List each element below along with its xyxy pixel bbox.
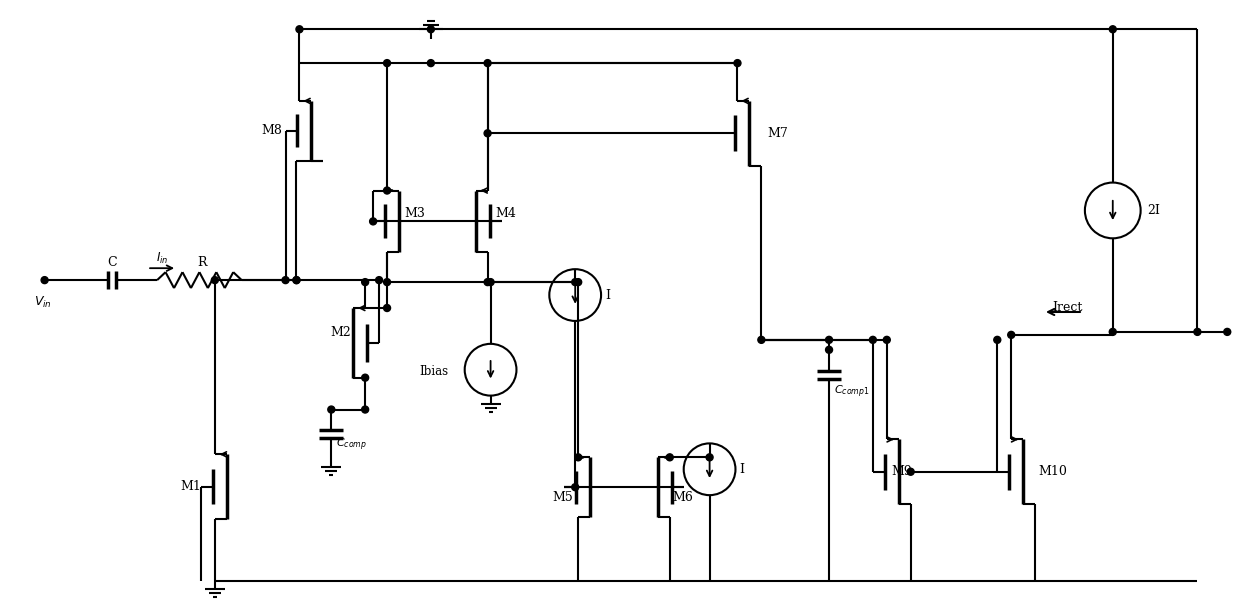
Text: 2I: 2I xyxy=(1147,204,1161,217)
Circle shape xyxy=(1007,331,1015,338)
Circle shape xyxy=(375,277,383,283)
Circle shape xyxy=(384,304,390,312)
Circle shape xyxy=(733,60,741,67)
Circle shape xyxy=(296,26,302,33)
Text: M7: M7 xyxy=(767,127,788,140)
Circle shape xyxy=(292,277,300,283)
Circle shape xyxy=(870,336,876,343)
Text: I: I xyxy=(605,288,610,302)
Circle shape xyxy=(667,454,673,461)
Text: M9: M9 xyxy=(892,465,912,478)
Circle shape xyxy=(758,336,764,343)
Circle shape xyxy=(212,277,218,283)
Text: Ibias: Ibias xyxy=(420,365,449,378)
Text: $C_{comp}$: $C_{comp}$ xyxy=(336,436,367,453)
Text: M8: M8 xyxy=(261,124,282,137)
Text: $I_{in}$: $I_{in}$ xyxy=(156,251,169,265)
Circle shape xyxy=(1109,328,1116,335)
Circle shape xyxy=(328,406,335,413)
Circle shape xyxy=(825,346,833,354)
Circle shape xyxy=(282,277,289,283)
Circle shape xyxy=(484,278,491,286)
Circle shape xyxy=(706,454,714,461)
Circle shape xyxy=(384,278,390,286)
Circle shape xyxy=(484,130,491,137)
Circle shape xyxy=(1224,328,1230,335)
Circle shape xyxy=(575,454,581,461)
Circle shape xyxy=(571,278,579,286)
Circle shape xyxy=(427,60,435,67)
Circle shape xyxy=(369,218,377,225)
Circle shape xyxy=(292,277,300,283)
Text: Irect: Irect xyxy=(1052,301,1083,314)
Circle shape xyxy=(384,60,390,67)
Text: C: C xyxy=(108,256,118,269)
Circle shape xyxy=(427,26,435,33)
Circle shape xyxy=(41,277,48,283)
Circle shape xyxy=(1109,26,1116,33)
Circle shape xyxy=(362,406,369,413)
Circle shape xyxy=(1194,328,1201,335)
Text: I: I xyxy=(740,463,745,476)
Text: M3: M3 xyxy=(404,207,425,220)
Text: M10: M10 xyxy=(1038,465,1067,478)
Text: $C_{comp1}$: $C_{comp1}$ xyxy=(834,383,870,400)
Circle shape xyxy=(994,336,1001,343)
Circle shape xyxy=(384,187,390,194)
Circle shape xyxy=(362,278,369,286)
Text: $V_{in}$: $V_{in}$ xyxy=(33,294,52,310)
Circle shape xyxy=(487,278,494,286)
Circle shape xyxy=(907,468,914,475)
Circle shape xyxy=(825,336,833,343)
Circle shape xyxy=(484,60,491,67)
Text: R: R xyxy=(197,256,207,269)
Text: M2: M2 xyxy=(331,326,351,339)
Text: M1: M1 xyxy=(180,480,201,493)
Text: M5: M5 xyxy=(553,490,574,504)
Circle shape xyxy=(575,278,581,286)
Circle shape xyxy=(883,336,891,343)
Text: M4: M4 xyxy=(496,207,517,220)
Circle shape xyxy=(362,374,369,381)
Circle shape xyxy=(571,484,579,491)
Text: M6: M6 xyxy=(673,490,694,504)
